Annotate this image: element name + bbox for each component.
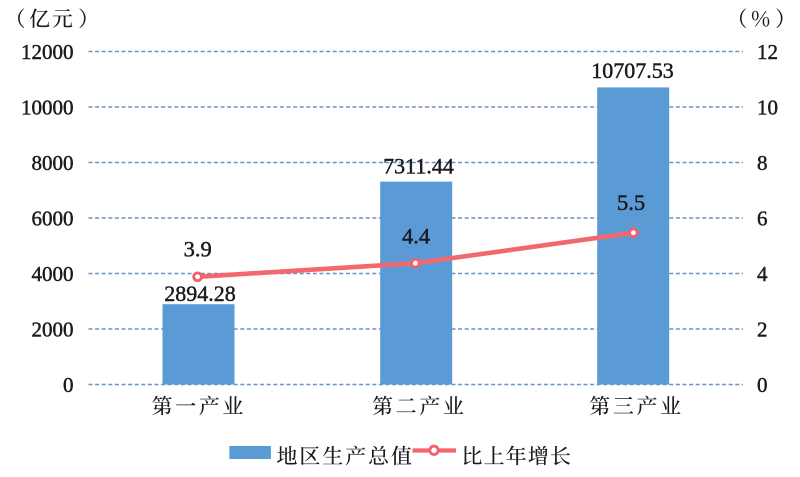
svg-text:7311.44: 7311.44	[383, 154, 454, 179]
svg-text:2894.28: 2894.28	[164, 281, 236, 306]
svg-text:4000: 4000	[32, 262, 74, 286]
svg-text:2: 2	[757, 317, 768, 341]
svg-text:6: 6	[757, 206, 768, 230]
svg-text:6000: 6000	[32, 206, 74, 230]
svg-text:10000: 10000	[21, 95, 74, 119]
svg-text:10707.53: 10707.53	[591, 58, 674, 83]
svg-text:0: 0	[63, 373, 74, 397]
svg-text:3.9: 3.9	[184, 237, 212, 262]
svg-text:8000: 8000	[32, 151, 74, 175]
svg-text:2000: 2000	[32, 317, 74, 341]
svg-text:5.5: 5.5	[617, 190, 645, 215]
svg-text:12: 12	[757, 40, 778, 64]
svg-text:0: 0	[757, 373, 768, 397]
svg-text:10: 10	[757, 95, 778, 119]
svg-text:8: 8	[757, 151, 768, 175]
svg-text:12000: 12000	[21, 40, 74, 64]
svg-text:4.4: 4.4	[402, 224, 430, 249]
svg-text:4: 4	[757, 262, 768, 286]
